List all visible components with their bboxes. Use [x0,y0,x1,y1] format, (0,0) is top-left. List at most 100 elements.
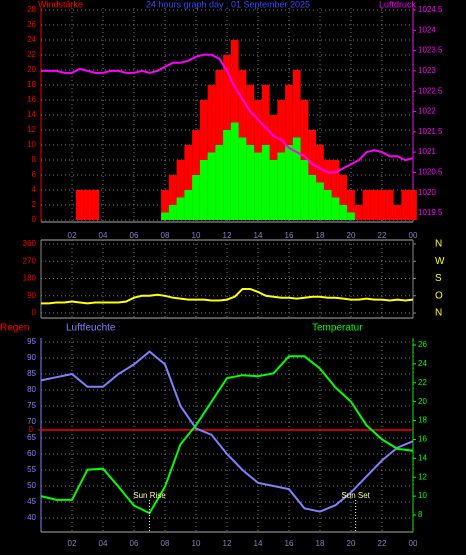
x-tick-label: 02 [68,539,77,548]
x-tick-label: 02 [68,231,77,240]
bar [378,190,386,220]
bar [316,182,324,220]
bar [161,190,169,220]
y-tick-label: 95 [27,337,36,346]
y2-axis-label: Luftdruck [379,0,417,9]
x-tick-label: 04 [99,231,108,240]
x-tick-label: 10 [192,231,201,240]
bar [91,190,100,220]
y-tick-label: 4 [32,185,37,194]
y-tick-label: 90 [27,353,36,362]
y-tick-label: 65 [27,433,36,442]
y-tick-label: 40 [27,513,36,522]
x-tick-label: 04 [99,539,108,548]
y2-tick-label: 1023 [418,66,436,75]
y2-tick-label: 18 [418,416,427,425]
bar [215,145,224,220]
bar [292,137,301,220]
bar [192,175,200,220]
x-tick-label: 12 [223,231,232,240]
x-tick-label: 00 [409,539,418,548]
y-tick-label: 22 [27,50,36,59]
y2-tick-label: 8 [418,510,423,519]
bar [277,152,286,220]
y2-tick-label: 12 [418,472,427,481]
y-tick-label: 2 [32,200,37,209]
y-tick-label: 55 [27,465,36,474]
bar [246,145,255,220]
y-tick-label: 20 [27,65,36,74]
y2-tick-label: 1021.5 [418,127,443,136]
chart-title: 24 hours graph day : 01 September 2025 [146,0,310,9]
y-tick-label: 75 [27,401,36,410]
y2-tick-label: N [435,308,442,319]
y2-tick-label: 1019.5 [418,208,443,217]
y-tick-label: 10 [27,140,36,149]
x-tick-label: 22 [378,231,387,240]
y2-tick-label: S [435,273,442,284]
bar [409,190,417,220]
y2-tick-label: 1023.5 [418,46,443,55]
bar [176,160,185,220]
y-tick-label: 180 [23,274,37,283]
bar [161,212,169,220]
y-tick-label: 28 [27,5,36,14]
y-tick-label: 0 [32,308,37,317]
x-tick-label: 00 [409,231,418,240]
bar [347,212,355,220]
y2-tick-label: W [435,256,445,267]
x-tick-label: 14 [254,231,263,240]
y-tick-label: 70 [27,417,36,426]
y-tick-label: 16 [27,95,36,104]
y-axis-label: Windstärke [38,0,83,9]
bar [300,160,309,220]
line [40,350,414,513]
annotation: Sun Rise [133,491,166,500]
bar [223,130,231,220]
x-tick-label: 10 [192,539,201,548]
bar [176,197,185,220]
bar [362,190,371,220]
bar [269,160,278,220]
bar [75,190,84,220]
bar [184,145,193,220]
series-label: Temperatur [312,323,363,334]
bar [168,175,177,220]
bar [83,190,92,220]
series-label: Luftfeuchte [66,323,116,334]
bar [323,190,332,220]
bar [238,137,247,220]
y2-tick-label: 1021 [418,147,436,156]
y2-tick-label: 26 [418,340,427,349]
bar [254,152,262,220]
y-tick-label: 270 [23,256,37,265]
bar [339,175,348,220]
y2-tick-label: 24 [418,359,427,368]
bar [199,160,208,220]
x-tick-label: 08 [161,231,170,240]
y-tick-label: 80 [27,385,36,394]
bar [331,160,340,220]
line [41,288,414,305]
y-tick-label: 45 [27,497,36,506]
bar [261,145,270,220]
y-tick-label: 360 [23,239,37,248]
y2-tick-label: 1020.5 [418,168,443,177]
x-tick-label: 18 [316,231,325,240]
y-tick-label: 8 [32,155,37,164]
x-tick-label: 16 [285,231,294,240]
x-tick-label: 22 [378,539,387,548]
y-tick-label: 18 [27,80,36,89]
x-tick-label: 08 [161,539,170,548]
y-tick-label: 6 [32,170,37,179]
y-tick-label: 0 [32,215,37,224]
y-tick-label: 85 [27,369,36,378]
x-tick-label: 20 [347,231,356,240]
y-tick-label: 12 [27,125,36,134]
bar [285,145,293,220]
y2-tick-label: 14 [418,453,427,462]
y-tick-label: 50 [27,481,36,490]
annotation: Sun Set [341,491,370,500]
